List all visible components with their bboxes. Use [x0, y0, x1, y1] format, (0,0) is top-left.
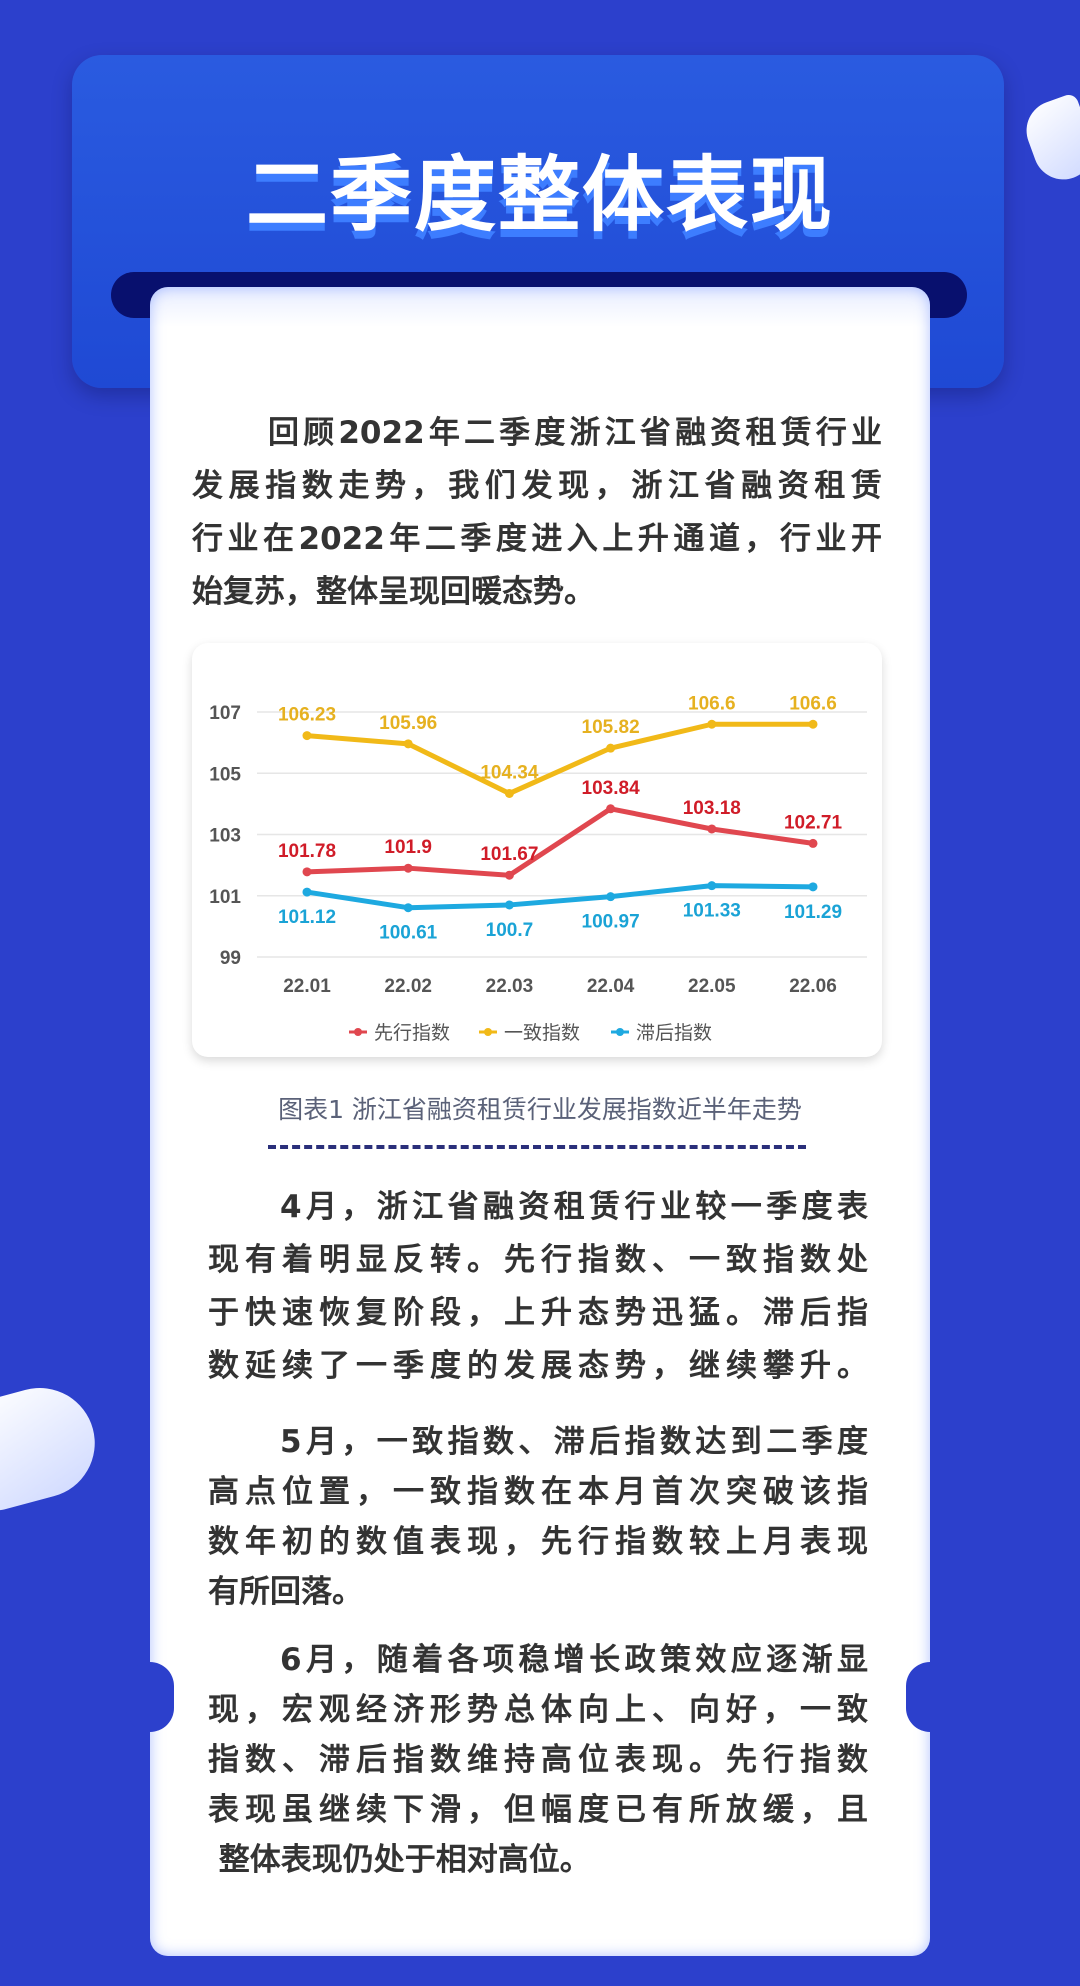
- figure-caption: 图表1 浙江省融资租赁行业发展指数近半年走势: [278, 1095, 802, 1124]
- y-tick-label: 105: [209, 764, 241, 785]
- text-line: 指数、滞后指数维持高位表现。先行指数: [208, 1742, 868, 1778]
- card-notch-left: [126, 1662, 174, 1732]
- series-line: [306, 806, 814, 878]
- line-chart: 99 101 103 105 107 22.01 22.02 22.03 22.04 22.05 2…: [209, 693, 867, 1044]
- paragraph-june: 6月，随着各项稳增长政策效应逐渐显 现，宏观经济形势总体向上、向好，一致 指数、…: [208, 1635, 868, 1885]
- data-label: 100.7: [486, 920, 534, 941]
- y-tick-label: 99: [220, 948, 241, 969]
- text-line: 发展指数走势，我们发现，浙江省融资租赁: [192, 468, 882, 504]
- data-point: [808, 882, 818, 892]
- decorative-shape: [0, 1375, 108, 1515]
- paragraph-may: 5月，一致指数、滞后指数达到二季度 高点位置，一致指数在本月首次突破该指 数年初…: [208, 1417, 868, 1617]
- chart-card: 99 101 103 105 107 22.01 22.02 22.03 22.04 22.05 2…: [192, 643, 882, 1057]
- y-tick-label: 101: [209, 887, 241, 908]
- data-point: [606, 743, 616, 753]
- text-line: 6月，随着各项稳增长政策效应逐渐显: [280, 1642, 868, 1678]
- x-tick-label: 22.02: [384, 976, 432, 997]
- text-line: 现有着明显反转。先行指数、一致指数处: [208, 1242, 868, 1278]
- data-point: [707, 719, 717, 729]
- data-point: [302, 867, 312, 877]
- x-tick-label: 22.03: [486, 976, 534, 997]
- text-line: 行业在2022年二季度进入上升通道，行业开: [192, 521, 882, 557]
- text-line: 整体表现仍处于相对高位。: [208, 1842, 591, 1878]
- data-point: [707, 824, 717, 834]
- y-tick-label: 103: [209, 826, 241, 847]
- data-label: 101.78: [278, 841, 336, 862]
- data-point: [606, 892, 616, 902]
- data-label: 105.96: [379, 713, 437, 734]
- text-line: 数年初的数值表现，先行指数较上月表现: [208, 1524, 868, 1560]
- data-point: [403, 863, 413, 873]
- data-label: 102.71: [784, 812, 843, 833]
- text-line: 5月，一致指数、滞后指数达到二季度: [280, 1424, 868, 1460]
- data-label: 106.6: [688, 693, 736, 714]
- text-line: 于快速恢复阶段，上升态势迅猛。滞后指: [208, 1295, 868, 1331]
- paragraph-april: 4月，浙江省融资租赁行业较一季度表 现有着明显反转。先行指数、一致指数处 于快速…: [208, 1181, 868, 1393]
- text-line: 4月，浙江省融资租赁行业较一季度表: [280, 1189, 868, 1225]
- data-label: 101.12: [278, 907, 336, 928]
- dashed-divider: [268, 1145, 806, 1149]
- card-notch-right: [906, 1662, 954, 1732]
- data-point: [504, 788, 514, 798]
- text-line: 回顾2022年二季度浙江省融资租赁行业: [268, 415, 882, 451]
- data-label: 104.34: [480, 762, 539, 783]
- data-point: [808, 719, 818, 729]
- data-label: 106.23: [278, 705, 336, 726]
- text-line: 数延续了一季度的发展态势，继续攀升。: [208, 1348, 868, 1384]
- data-label: 105.82: [582, 717, 640, 738]
- legend-marker-dot: [354, 1028, 362, 1036]
- data-point: [707, 881, 717, 891]
- data-label: 100.97: [582, 912, 640, 933]
- data-point: [504, 900, 514, 910]
- data-point: [302, 731, 312, 741]
- text-line: 有所回落。: [208, 1574, 363, 1610]
- page-title: 二季度整体表现: [245, 148, 834, 243]
- legend-marker-dot: [484, 1028, 492, 1036]
- content-card: [150, 287, 930, 1956]
- data-label: 101.33: [683, 901, 741, 922]
- series-line: [306, 721, 813, 796]
- paragraph-intro: 回顾2022年二季度浙江省融资租赁行业 发展指数走势，我们发现，浙江省融资租赁 …: [192, 407, 882, 619]
- data-label: 101.67: [480, 844, 538, 865]
- data-label: 106.6: [789, 693, 837, 714]
- legend-label: 滞后指数: [636, 1022, 712, 1044]
- data-label: 103.84: [582, 778, 641, 799]
- data-point: [302, 887, 312, 897]
- data-point: [504, 870, 514, 880]
- data-point: [403, 903, 413, 913]
- data-point: [606, 804, 616, 814]
- text-line: 现，宏观经济形势总体向上、向好，一致: [208, 1692, 868, 1728]
- legend-marker-dot: [616, 1028, 624, 1036]
- x-tick-label: 22.05: [688, 976, 736, 997]
- text-line: 高点位置，一致指数在本月首次突破该指: [208, 1474, 868, 1510]
- data-point: [403, 739, 413, 749]
- y-tick-label: 107: [209, 703, 241, 724]
- data-point: [808, 838, 818, 848]
- x-tick-label: 22.04: [587, 976, 635, 997]
- text-line: 始复苏，整体呈现回暖态势。: [192, 574, 595, 610]
- text-line: 表现虽继续下滑，但幅度已有所放缓，且: [208, 1792, 868, 1828]
- legend-label: 先行指数: [374, 1022, 450, 1044]
- x-tick-label: 22.06: [789, 976, 837, 997]
- legend-label: 一致指数: [504, 1022, 580, 1044]
- data-label: 103.18: [683, 798, 741, 819]
- data-label: 100.61: [379, 923, 438, 944]
- data-label: 101.29: [784, 902, 842, 923]
- series-line: [306, 883, 814, 911]
- x-tick-label: 22.01: [283, 976, 331, 997]
- data-label: 101.9: [384, 837, 432, 858]
